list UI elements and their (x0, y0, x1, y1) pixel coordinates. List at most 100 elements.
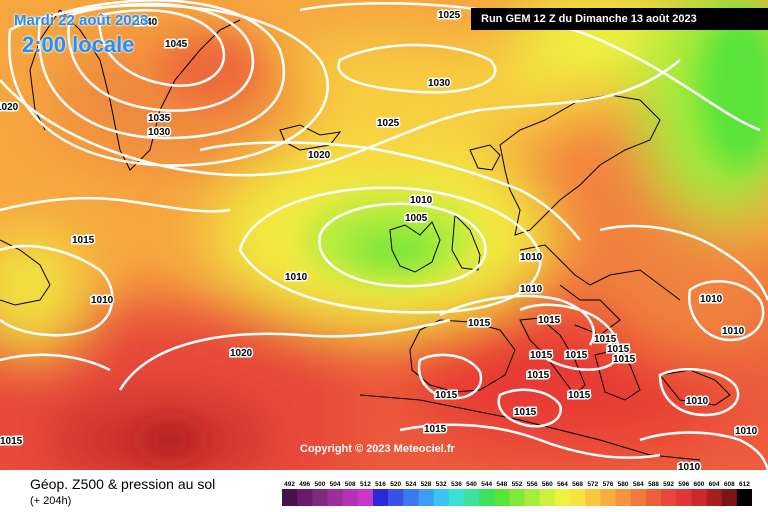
legend-colour-swatch (418, 489, 434, 506)
isobar-label: 1010 (520, 284, 543, 295)
isobars (0, 0, 768, 470)
isobar-label: 1025 (438, 10, 461, 21)
legend-value-label: 528 (421, 481, 432, 488)
legend-colour-swatch (388, 489, 404, 506)
isobar-label: 1010 (91, 295, 114, 306)
isobar-label: 1010 (678, 462, 701, 470)
isobar-label: 1015 (568, 390, 591, 401)
legend-value-label: 560 (542, 481, 553, 488)
isobar-label: 1015 (72, 235, 95, 246)
legend-colour-swatch (615, 489, 631, 506)
isobar-label: 1030 (428, 78, 451, 89)
isobar-label: 1010 (735, 426, 758, 437)
legend-value-label: 604 (709, 481, 720, 488)
isobar-label: 1015 (424, 424, 447, 435)
legend-colour-swatch (282, 489, 298, 506)
legend-colour-swatch (463, 489, 480, 506)
forecast-local-time: 2:00 locale (22, 32, 135, 57)
legend-value-label: 500 (314, 481, 325, 488)
isobar-label: 1015 (613, 354, 636, 365)
legend-value-label: 544 (481, 481, 492, 488)
forecast-date: Mardi 22 août 2023 (14, 12, 149, 29)
legend-value-label: 600 (693, 481, 704, 488)
legend-value-label: 596 (678, 481, 689, 488)
isobar-label: 1035 (148, 113, 171, 124)
legend-colour-swatch (373, 489, 389, 506)
isobar-label: 1015 (565, 350, 588, 361)
legend-value-label: 532 (436, 481, 447, 488)
isobar-label: 1015 (527, 370, 550, 381)
legend-colour-swatch (706, 489, 722, 506)
legend-value-label: 568 (572, 481, 583, 488)
isobar-label: 1015 (514, 407, 537, 418)
legend-colour-swatch (585, 489, 601, 506)
isobar-label: 1030 (148, 127, 171, 138)
legend-colour-swatch (570, 489, 586, 506)
legend-value-label: 548 (496, 481, 507, 488)
copyright-notice: Copyright © 2023 Meteociel.fr (300, 443, 455, 455)
legend-colour-swatch (600, 489, 616, 506)
legend-colour-swatch (509, 489, 525, 506)
isobar-label: 1020 (308, 150, 331, 161)
isobar-label: 1010 (520, 252, 543, 263)
legend-colour-swatch (721, 489, 738, 506)
legend-colour-swatch (479, 489, 495, 506)
legend-colour-swatch (661, 489, 677, 506)
legend-value-label: 536 (451, 481, 462, 488)
legend-value-label: 504 (330, 481, 341, 488)
isobar-label: 1010 (405, 213, 428, 224)
colour-scale-legend: 492 496 500 504 508 512 516 520 524 528 532 536 540 5… (282, 481, 752, 506)
legend-value-label: 524 (405, 481, 416, 488)
isobar-label: 1020 (0, 102, 19, 113)
isobar-label: 1010 (722, 326, 745, 337)
legend-colour-swatch (524, 489, 541, 506)
isobar-label: 1010 (285, 272, 308, 283)
geopotential-field (0, 0, 768, 470)
isobar-label: 1010 (700, 294, 723, 305)
forecast-lead: (+ 204h) (30, 495, 72, 507)
legend-colour-swatch (297, 489, 313, 506)
isobar-label: 1040 (135, 17, 158, 28)
legend-value-label: 496 (299, 481, 310, 488)
isobar-label: 1015 (538, 315, 561, 326)
legend-colour-swatch (630, 489, 647, 506)
legend-value-label: 580 (618, 481, 629, 488)
legend-value-label: 512 (360, 481, 371, 488)
legend-value-label: 540 (466, 481, 477, 488)
legend-value-label: 516 (375, 481, 386, 488)
legend-colour-swatch (539, 489, 556, 506)
isobar-label: 1015 (435, 390, 458, 401)
legend-colour-swatch (433, 489, 450, 506)
map-title: Géop. Z500 & pression au sol (30, 476, 216, 492)
legend-colour-swatch (312, 489, 328, 506)
legend-value-label: 492 (284, 481, 295, 488)
isobar-label: 1010 (410, 195, 433, 206)
legend-colour-swatch (357, 489, 374, 506)
legend-value-label: 564 (557, 481, 568, 488)
legend-value-label: 552 (512, 481, 523, 488)
legend-value-label: 588 (648, 481, 659, 488)
legend-colour-swatch (494, 489, 510, 506)
isobar-label: 1015 (468, 318, 491, 329)
legend-colour-swatch (691, 489, 707, 506)
legend-colour-swatch (554, 489, 571, 506)
legend-colour-swatch (736, 489, 752, 506)
legend-value-label: 508 (345, 481, 356, 488)
isobar-label: 1015 (607, 344, 630, 355)
isobar-label: 1015 (530, 350, 553, 361)
legend-value-label: 520 (390, 481, 401, 488)
legend-colour-swatch (676, 489, 692, 506)
legend-value-label: 612 (739, 481, 750, 488)
legend-colour-swatch (327, 489, 343, 506)
legend-colour-swatch (645, 489, 662, 506)
legend-colour-swatch (448, 489, 465, 506)
legend-value-label: 592 (663, 481, 674, 488)
legend-colour-swatch (403, 489, 419, 506)
legend-value-label: 584 (633, 481, 644, 488)
isobar-label: 1025 (377, 118, 400, 129)
isobar-label: 1045 (165, 39, 188, 50)
legend-value-label: 556 (527, 481, 538, 488)
isobar-label: 1015 (594, 334, 617, 345)
isobar-label: 1005 (405, 213, 428, 224)
